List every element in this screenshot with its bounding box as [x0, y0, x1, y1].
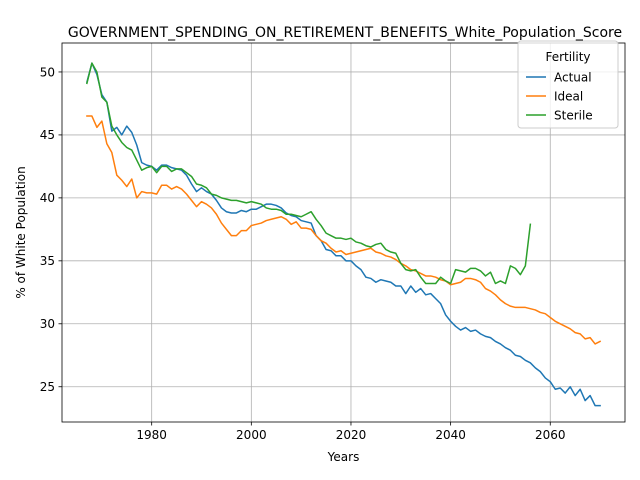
- y-tick-label: 50: [40, 65, 55, 79]
- legend-label-sterile: Sterile: [554, 108, 593, 122]
- axis-ticks: 1980 2000 2020 2040 2060 25 30 35 40 45 50: [40, 65, 566, 442]
- x-tick-label: 2040: [435, 428, 466, 442]
- x-tick-label: 2000: [236, 428, 267, 442]
- y-tick-label: 25: [40, 380, 55, 394]
- grid: [62, 43, 625, 422]
- y-tick-label: 30: [40, 317, 55, 331]
- x-tick-label: 2060: [535, 428, 566, 442]
- x-tick-label: 2020: [336, 428, 367, 442]
- x-axis-label: Years: [327, 450, 360, 464]
- chart-title: GOVERNMENT_SPENDING_ON_RETIREMENT_BENEFI…: [68, 25, 622, 41]
- series-line-sterile: [86, 62, 532, 285]
- series-line-actual: [85, 62, 601, 407]
- x-tick-label: 1980: [136, 428, 167, 442]
- y-tick-label: 40: [40, 191, 55, 205]
- y-axis-label: % of White Population: [14, 166, 28, 298]
- series-lines: [85, 62, 602, 407]
- legend-label-actual: Actual: [554, 70, 592, 84]
- legend-title: Fertility: [545, 50, 590, 64]
- y-tick-label: 45: [40, 128, 55, 142]
- legend-label-ideal: Ideal: [554, 89, 583, 103]
- legend-frame: [517, 40, 619, 129]
- plot-frame: [61, 42, 626, 423]
- series-line-ideal: [86, 115, 602, 345]
- y-tick-label: 35: [40, 254, 55, 268]
- legend: Fertility Actual Ideal Sterile: [517, 40, 619, 129]
